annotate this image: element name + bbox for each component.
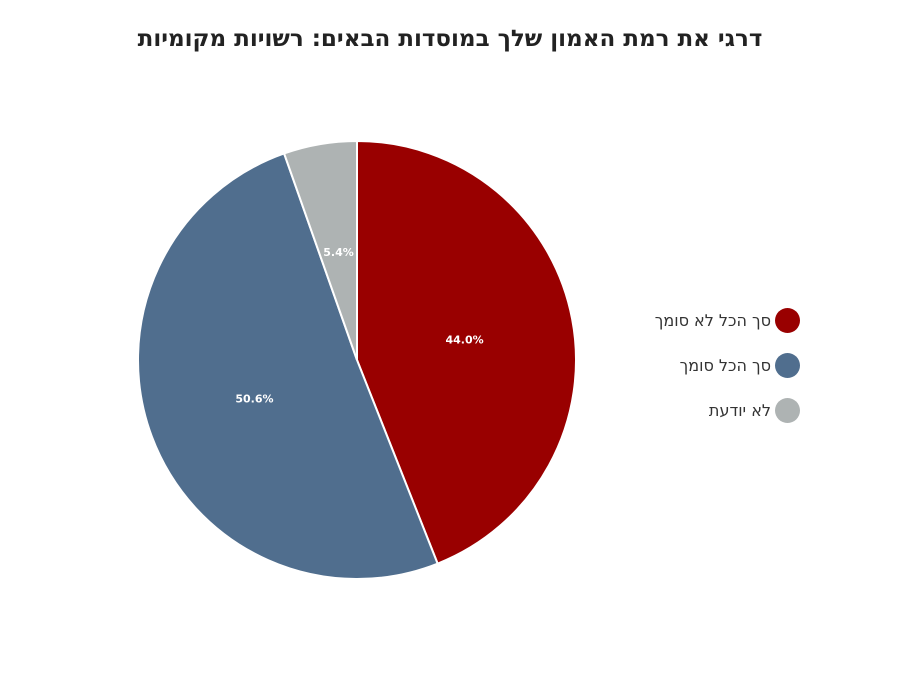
slice-label-1: 50.6% [235, 392, 273, 405]
legend-item-unknown[interactable]: לא יודעת [600, 388, 800, 433]
legend-label: סך הכל סומך [679, 356, 771, 375]
legend-item-distrust[interactable]: סך הכל לא סומך [600, 298, 800, 343]
legend-label: לא יודעת [708, 401, 771, 420]
legend-dot-icon [775, 398, 800, 423]
legend-label: סך הכל לא סומך [654, 311, 771, 330]
slice-label-2: 5.4% [323, 246, 354, 259]
legend: סך הכל לא סומך סך הכל סומך לא יודעת [600, 298, 800, 433]
pie-slice-0[interactable] [356, 139, 577, 565]
pie-slice-1[interactable] [136, 152, 439, 580]
legend-dot-icon [775, 353, 800, 378]
slice-label-0: 44.0% [445, 333, 483, 346]
legend-dot-icon [775, 308, 800, 333]
legend-item-trust[interactable]: סך הכל סומך [600, 343, 800, 388]
chart-title: דרגי את רמת האמון שלך במוסדות הבאים: רשו… [137, 26, 763, 52]
pie-slice-2[interactable] [282, 139, 358, 361]
